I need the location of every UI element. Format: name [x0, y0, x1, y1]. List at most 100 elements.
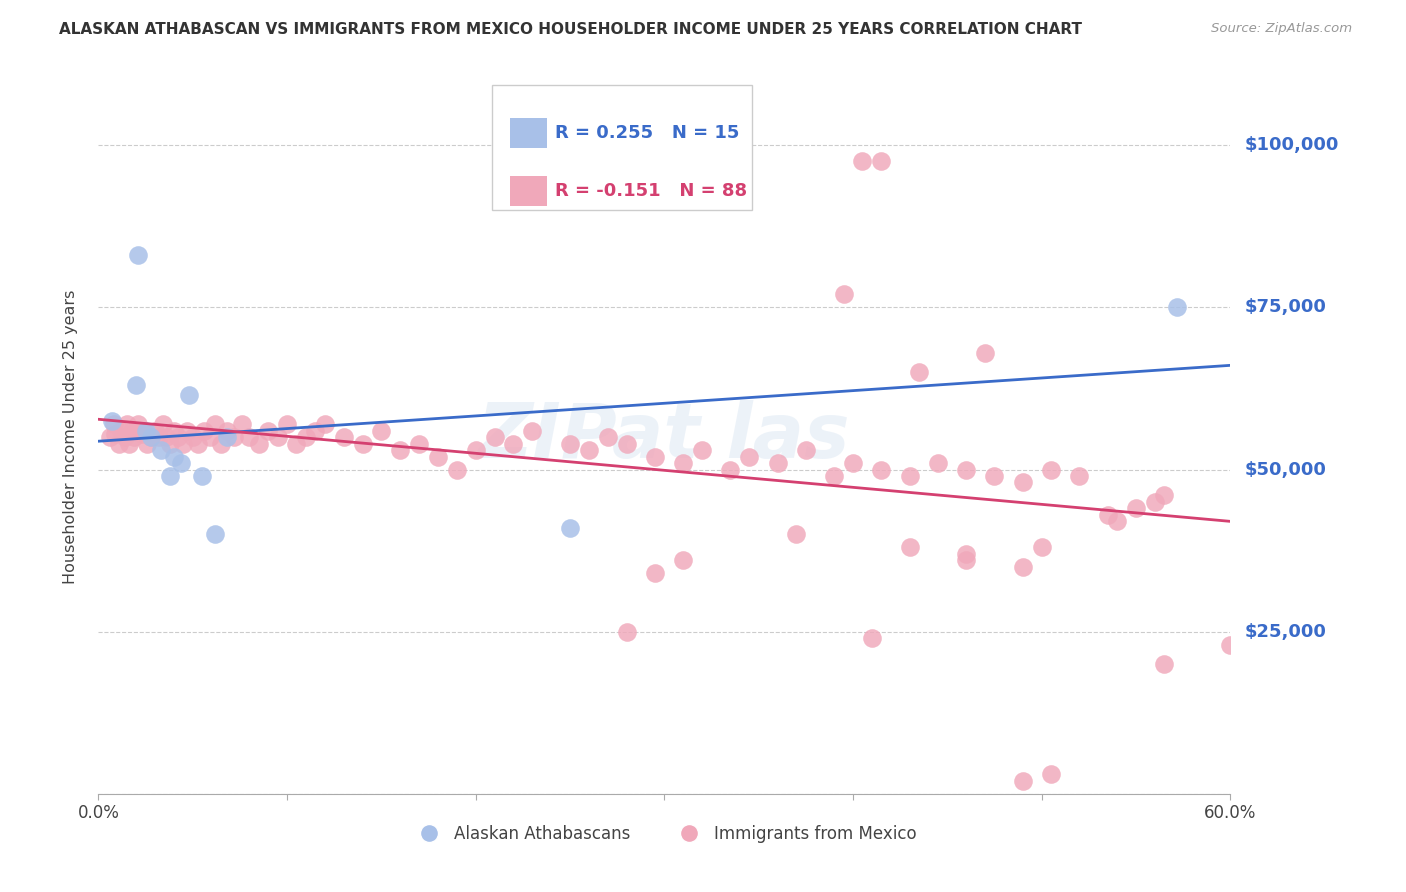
Point	[114, 430, 136, 444]
Point	[332, 430, 354, 444]
Text: $50,000: $50,000	[1244, 460, 1326, 478]
Text: R = 0.255   N = 15: R = 0.255 N = 15	[555, 124, 740, 142]
Point	[198, 430, 221, 444]
Point	[135, 424, 157, 438]
Point	[389, 443, 412, 458]
Point	[1040, 462, 1063, 476]
Point	[247, 436, 270, 450]
Point	[143, 424, 166, 438]
Point	[870, 154, 893, 169]
Text: $100,000: $100,000	[1244, 136, 1339, 154]
Point	[148, 430, 170, 444]
Point	[823, 469, 845, 483]
Point	[1153, 657, 1175, 672]
Point	[125, 378, 148, 392]
Point	[766, 456, 789, 470]
Point	[690, 443, 713, 458]
Point	[285, 436, 308, 450]
Point	[1040, 767, 1063, 781]
Point	[1125, 501, 1147, 516]
Text: $25,000: $25,000	[1244, 623, 1326, 640]
Point	[1107, 515, 1129, 529]
Point	[1166, 301, 1188, 315]
Point	[1069, 469, 1091, 483]
Point	[314, 417, 336, 431]
Point	[166, 430, 188, 444]
Point	[266, 430, 288, 444]
Point	[596, 430, 619, 444]
Point	[974, 345, 997, 359]
Point	[181, 430, 204, 444]
Point	[191, 469, 214, 483]
Point	[644, 566, 666, 581]
Point	[215, 430, 238, 444]
Point	[159, 469, 181, 483]
Point	[104, 426, 127, 441]
Point	[257, 424, 280, 438]
Point	[215, 424, 238, 438]
Point	[718, 462, 741, 476]
Point	[177, 388, 200, 402]
Point	[851, 154, 873, 169]
Point	[100, 414, 122, 428]
Point	[370, 424, 392, 438]
Point	[204, 417, 226, 431]
Point	[163, 450, 186, 464]
Point	[870, 462, 893, 476]
Point	[276, 417, 298, 431]
Text: R = -0.151   N = 88: R = -0.151 N = 88	[555, 182, 748, 200]
Point	[427, 450, 450, 464]
Point	[295, 430, 318, 444]
Point	[1143, 495, 1166, 509]
Point	[860, 631, 883, 645]
Point	[187, 436, 209, 450]
Point	[141, 430, 163, 444]
Point	[163, 424, 186, 438]
Point	[1219, 638, 1241, 652]
Point	[209, 436, 232, 450]
Text: Source: ZipAtlas.com: Source: ZipAtlas.com	[1212, 22, 1353, 36]
Point	[136, 436, 159, 450]
Y-axis label: Householder Income Under 25 years: Householder Income Under 25 years	[63, 290, 77, 584]
Point	[624, 164, 647, 178]
Point	[352, 436, 374, 450]
Point	[149, 443, 172, 458]
Point	[832, 287, 855, 301]
Point	[98, 430, 121, 444]
Point	[152, 417, 174, 431]
Point	[983, 469, 1005, 483]
Point	[1031, 541, 1053, 555]
Point	[127, 248, 149, 262]
Point	[672, 553, 695, 567]
Point	[408, 436, 430, 450]
Point	[238, 430, 260, 444]
Point	[898, 541, 921, 555]
Point	[170, 456, 193, 470]
Point	[103, 417, 125, 431]
Legend: Alaskan Athabascans, Immigrants from Mexico: Alaskan Athabascans, Immigrants from Mex…	[406, 819, 922, 850]
Point	[1097, 508, 1119, 522]
Point	[231, 417, 253, 431]
Point	[1011, 773, 1033, 788]
Point	[558, 436, 581, 450]
Point	[1153, 488, 1175, 502]
Point	[108, 436, 131, 450]
Point	[558, 521, 581, 535]
Point	[672, 456, 695, 470]
Point	[193, 424, 215, 438]
Point	[115, 417, 138, 431]
Point	[794, 443, 817, 458]
Point	[304, 424, 326, 438]
Point	[522, 424, 544, 438]
Point	[176, 424, 198, 438]
Point	[927, 456, 949, 470]
Text: ALASKAN ATHABASCAN VS IMMIGRANTS FROM MEXICO HOUSEHOLDER INCOME UNDER 25 YEARS C: ALASKAN ATHABASCAN VS IMMIGRANTS FROM ME…	[59, 22, 1083, 37]
Point	[908, 365, 931, 379]
Text: $75,000: $75,000	[1244, 298, 1326, 317]
Point	[110, 424, 132, 438]
Point	[616, 436, 638, 450]
Point	[955, 553, 977, 567]
Point	[738, 450, 761, 464]
Point	[132, 424, 155, 438]
Point	[898, 469, 921, 483]
